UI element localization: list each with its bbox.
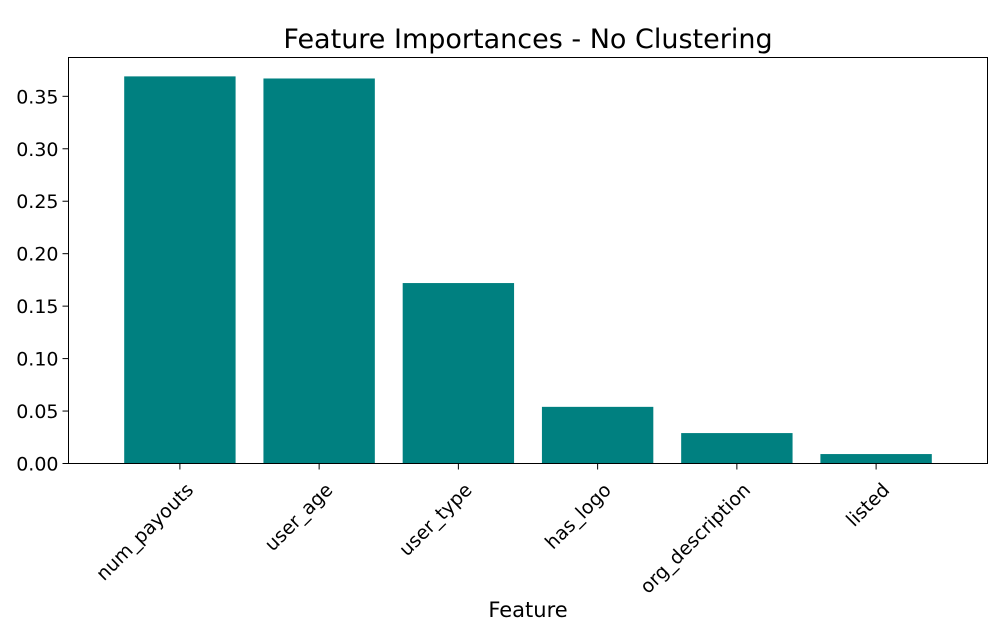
y-tick-label: 0.15 — [16, 296, 58, 318]
y-axis: 0.00 0.05 0.10 0.15 0.20 0.25 0.30 0.35 — [16, 86, 69, 476]
x-axis-label: Feature — [488, 598, 567, 622]
y-tick-label: 0.35 — [16, 86, 58, 108]
y-tick-label: 0.25 — [16, 191, 58, 213]
x-tick-label: has_logo — [541, 479, 616, 554]
x-tick-label: listed — [842, 479, 894, 531]
y-tick-label: 0.10 — [16, 349, 58, 371]
bar-has-logo — [541, 406, 654, 464]
bars-group — [124, 76, 932, 464]
chart-title: Feature Importances - No Clustering — [283, 24, 772, 55]
x-tick-label: num_payouts — [92, 479, 198, 585]
y-tick-label: 0.30 — [16, 139, 58, 161]
bar-num-payouts — [124, 76, 236, 464]
x-tick-label: org_description — [636, 479, 755, 598]
x-tick-label: user_type — [395, 479, 477, 561]
bar-user-age — [263, 78, 375, 464]
bar-user-type — [402, 283, 515, 464]
x-axis: num_payouts user_age user_type has_logo org_… — [92, 463, 894, 598]
y-tick-label: 0.20 — [16, 244, 58, 266]
plot-frame — [68, 57, 988, 464]
y-tick-label: 0.05 — [16, 401, 58, 423]
y-tick-label: 0.00 — [16, 454, 58, 476]
bar-listed — [820, 454, 932, 464]
bar-org-description — [681, 433, 793, 464]
x-tick-label: user_age — [261, 479, 338, 556]
